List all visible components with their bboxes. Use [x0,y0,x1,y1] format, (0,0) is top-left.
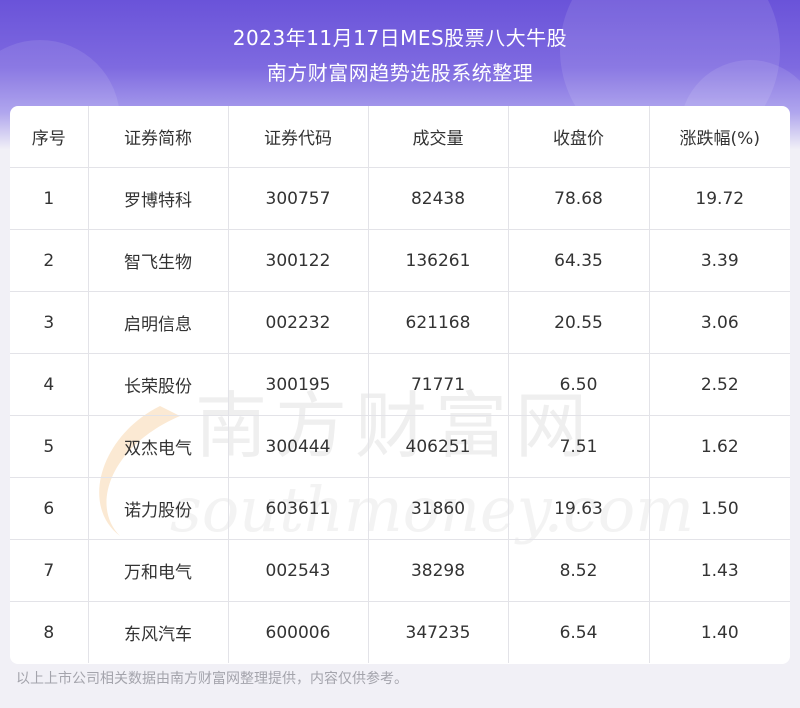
table-cell: 1.43 [649,539,790,602]
table-cell: 1.50 [649,477,790,540]
table-cell: 78.68 [508,167,650,230]
page-subtitle: 南方财富网趋势选股系统整理 [266,61,534,85]
table-cell: 长荣股份 [88,353,229,416]
table-cell: 19.63 [508,477,650,540]
table-cell: 双杰电气 [88,415,229,478]
table-row: 7 万和电气 002543 38298 8.52 1.43 [10,539,790,602]
table-cell: 002232 [228,291,369,354]
table-cell: 1.62 [649,415,790,478]
column-header: 序号 [10,106,89,168]
table-cell: 406251 [368,415,509,478]
table-cell: 300444 [228,415,369,478]
column-header: 证券代码 [228,106,369,168]
table-row: 4 长荣股份 300195 71771 6.50 2.52 [10,353,790,416]
table-cell: 8.52 [508,539,650,602]
table-cell: 300195 [228,353,369,416]
table-cell: 3.39 [649,229,790,292]
column-header: 成交量 [368,106,509,168]
stock-table-card: 南方财富网 southmoney.com 序号 证券简称 证券代码 成交量 收盘价 涨跌幅… [10,106,790,664]
table-cell: 603611 [228,477,369,540]
table-cell: 万和电气 [88,539,229,602]
table-cell: 20.55 [508,291,650,354]
table-cell: 1.40 [700,622,739,643]
table-cell: 6.50 [508,353,650,416]
table-cell: 600006 [228,601,369,663]
table-cell: 东风汽车 [88,601,229,663]
table-cell: 347235 [368,601,509,663]
table-row: 5 双杰电气 300444 406251 7.51 1.62 [10,415,790,478]
table-cell: 82438 [368,167,509,230]
footer-disclaimer: 以上上市公司相关数据由南方财富网整理提供，内容仅供参考。 [16,671,408,687]
column-header: 证券简称 [88,106,229,168]
column-header: 收盘价 [508,106,650,168]
table-cell: 31860 [368,477,509,540]
table-row: 1 罗博特科 300757 82438 78.68 19.72 [10,167,790,230]
table-cell: 621168 [368,291,509,354]
table-cell: 2.52 [649,353,790,416]
stock-table: 序号 证券简称 证券代码 成交量 收盘价 涨跌幅(%) 1 罗博特科 300757 82438 7… [10,106,790,663]
page-title: 2023年11月17日MES股票八大牛股 [232,26,568,50]
table-cell: 7 [10,539,89,602]
table-cell: 6.54 [508,601,650,663]
table-cell: 诺力股份 [88,477,229,540]
table-cell: 2 [10,229,89,292]
table-cell: 4 [10,353,89,416]
table-cell: 3.06 [649,291,790,354]
table-cell: 71771 [368,353,509,416]
table-row: 3 启明信息 002232 621168 20.55 3.06 [10,291,790,354]
table-cell: 3 [10,291,89,354]
table-cell: 136261 [368,229,509,292]
table-row: 6 诺力股份 603611 31860 19.63 1.50 [10,477,790,540]
table-cell: 5 [10,415,89,478]
table-row: 8 东风汽车 600006 347235 6.54 1.40 [10,601,790,663]
table-cell: 8 [10,601,89,663]
table-row: 2 智飞生物 300122 136261 64.35 3.39 [10,229,790,292]
table-cell: 19.72 [649,167,790,230]
table-cell: 300757 [228,167,369,230]
table-cell: 罗博特科 [88,167,229,230]
table-cell: 38298 [368,539,509,602]
table-cell: 启明信息 [88,291,229,354]
table-cell: 6 [10,477,89,540]
table-cell: 300122 [228,229,369,292]
table-cell: 智飞生物 [88,229,229,292]
table-cell: 7.51 [508,415,650,478]
table-cell: 1 [10,167,89,230]
table-cell: 64.35 [508,229,650,292]
table-body: 1 罗博特科 300757 82438 78.68 19.72 2 智飞生物 300122 136… [10,167,790,663]
table-cell: 002543 [228,539,369,602]
column-header: 涨跌幅(%) [649,106,790,168]
table-header-row: 序号 证券简称 证券代码 成交量 收盘价 涨跌幅(%) [10,106,790,168]
